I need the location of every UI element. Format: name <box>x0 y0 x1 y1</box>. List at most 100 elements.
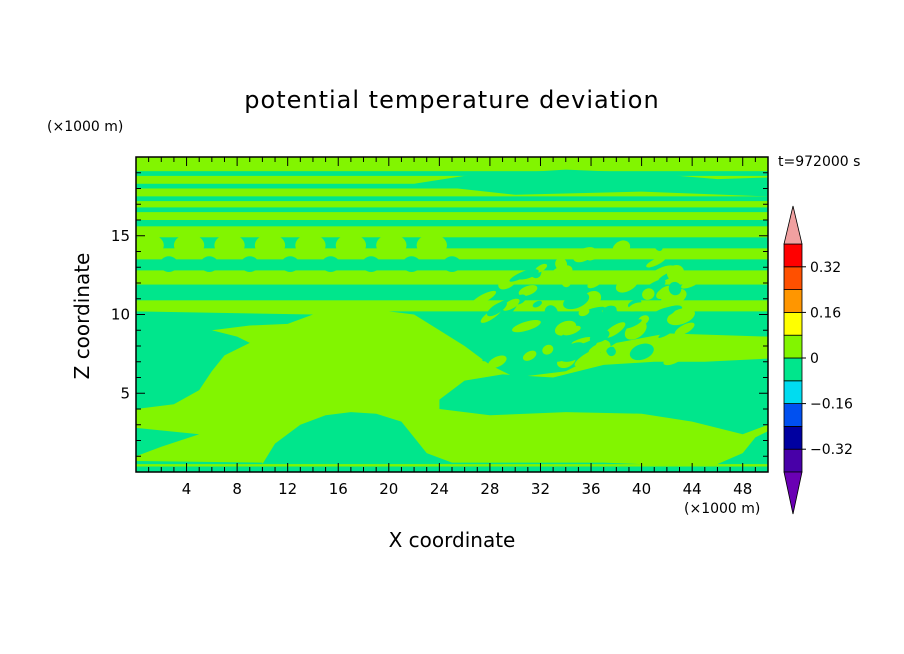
colorbar-segment <box>783 243 803 268</box>
x-axis-unit: (×1000 m) <box>684 501 761 517</box>
turbulence-patch <box>680 279 700 289</box>
region-bottom-dome <box>262 412 642 465</box>
turbulence-patch <box>487 339 503 350</box>
x-tick-label: 28 <box>480 480 499 498</box>
band-3 <box>136 220 768 227</box>
band-7 <box>136 171 768 176</box>
turbulence-patch <box>563 292 590 310</box>
turbulence-patch <box>522 350 537 361</box>
turbulence-patch <box>518 285 538 296</box>
turbulence-patch <box>587 250 605 261</box>
wave-lobe <box>200 256 219 272</box>
turbulence-patch <box>482 346 508 362</box>
colorbar-segment <box>783 403 803 427</box>
band-4 <box>136 207 768 213</box>
turbulence-patch <box>538 315 560 329</box>
y-tick-label: 10 <box>111 306 130 324</box>
turbulence-patch <box>666 264 684 281</box>
turbulence-patch <box>578 308 590 317</box>
x-tick-label: 12 <box>278 480 297 498</box>
colorbar-segment <box>783 357 803 382</box>
wave-lobe <box>214 234 245 257</box>
colorbar-tick-label: 0.32 <box>810 260 841 276</box>
turbulence-patch <box>512 319 541 333</box>
x-tick-label: 20 <box>379 480 398 498</box>
turbulence-patch <box>486 301 507 317</box>
turbulence-patch <box>587 276 604 289</box>
wave-lobe <box>335 234 367 257</box>
turbulence-patch <box>606 346 615 354</box>
turbulence-patch <box>658 323 682 338</box>
y-tick-label: 15 <box>111 227 130 245</box>
region-right-lower-lens <box>439 358 768 435</box>
y-tick-label: 5 <box>120 384 130 402</box>
colorbar-tick-label: −0.32 <box>810 442 853 458</box>
turbulence-patch <box>667 308 695 326</box>
time-stamp: t=972000 s <box>778 154 861 170</box>
wave-lobe <box>136 234 164 257</box>
turbulence-patch <box>651 306 676 319</box>
colorbar-segment <box>783 448 803 473</box>
plot-area <box>136 157 768 472</box>
turbulence-patch <box>653 237 663 252</box>
wave-lobe <box>295 234 326 257</box>
x-tick-label: 4 <box>182 480 192 498</box>
x-tick-label: 48 <box>733 480 752 498</box>
x-tick-label: 16 <box>329 480 348 498</box>
turbulence-patch <box>642 288 655 300</box>
wave-lobe <box>160 256 178 272</box>
turbulence-patch <box>497 319 510 328</box>
y-axis-title: Z coordinate <box>70 252 94 380</box>
region-right-middle-band <box>136 311 768 378</box>
turbulence-patch <box>615 274 639 293</box>
colorbar-tick-label: 0.16 <box>810 305 841 321</box>
turbulence-patch <box>589 329 610 343</box>
turbulence-patch <box>661 288 687 307</box>
colorbar-segment <box>783 334 803 359</box>
turbulence-patch <box>559 325 588 344</box>
turbulence-patch <box>502 349 526 366</box>
turbulence-patch <box>487 332 505 342</box>
colorbar-segment <box>783 380 803 404</box>
wave-lobe <box>254 234 286 257</box>
x-tick-label: 40 <box>632 480 651 498</box>
turbulence-patch <box>586 352 605 368</box>
turbulence-patch <box>668 281 682 296</box>
turbulence-patch <box>555 257 568 271</box>
band-5 <box>136 196 768 202</box>
colorbar: 0.32 0.16 0 −0.16 −0.32 <box>783 205 853 515</box>
turbulence-patch <box>612 240 631 257</box>
x-tick-label: 24 <box>430 480 449 498</box>
colorbar-segment <box>783 289 803 313</box>
wave-lobe <box>321 256 340 272</box>
turbulence-patch <box>629 343 654 361</box>
wave-lobe <box>173 234 205 257</box>
turbulence-patch <box>646 256 666 268</box>
turbulence-patch <box>470 290 497 306</box>
region-right-corner <box>717 431 768 465</box>
band-0 <box>136 284 768 301</box>
turbulence-patch <box>562 325 581 336</box>
colorbar-underflow-arrow <box>783 471 803 515</box>
turbulence-patch <box>607 313 618 323</box>
turbulence-patch <box>663 353 684 366</box>
wave-lobe <box>402 256 421 272</box>
turbulence-patch <box>624 319 642 329</box>
turbulence-patch <box>602 305 617 316</box>
wave-lobe <box>376 234 407 257</box>
colorbar-tick-label: 0 <box>810 351 819 367</box>
turbulence-patch <box>496 327 517 343</box>
x-axis-title: X coordinate <box>0 528 904 552</box>
region-upper-left-layer <box>136 311 313 409</box>
region-bottom-strip <box>136 461 263 465</box>
turbulence-patch <box>509 269 532 282</box>
wave-lobe <box>281 256 300 272</box>
wave-lobe <box>416 234 447 257</box>
turbulence-patch <box>628 302 645 312</box>
x-axis: 4 8 12 16 20 24 28 32 36 40 44 48 <box>148 157 756 498</box>
colorbar-segment <box>783 266 803 290</box>
turbulence-patch <box>674 322 695 336</box>
wave-lobe <box>362 256 380 272</box>
colorbar-segment <box>783 425 803 450</box>
